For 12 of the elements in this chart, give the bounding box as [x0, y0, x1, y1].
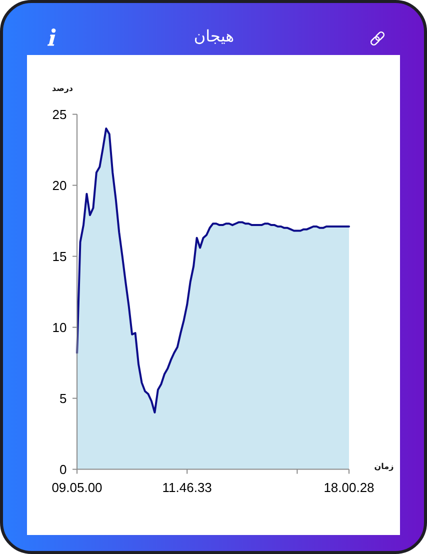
y-tick-label: 15: [52, 248, 67, 264]
y-tick-label: 0: [59, 462, 67, 477]
chart-title: هیجان: [194, 26, 234, 46]
x-tick-label: 09.05.00: [52, 480, 102, 496]
x-tick-label: 11.46.33: [162, 480, 212, 496]
y-tick-label: 10: [52, 320, 67, 335]
y-tick-label: 5: [59, 390, 67, 406]
y-tick-label: 25: [52, 106, 67, 122]
y-axis-title: درصد: [52, 84, 74, 93]
y-tick-label: 20: [52, 178, 67, 193]
x-axis-title: زمان: [374, 462, 394, 472]
x-tick-label: 18.00.28: [324, 480, 374, 496]
